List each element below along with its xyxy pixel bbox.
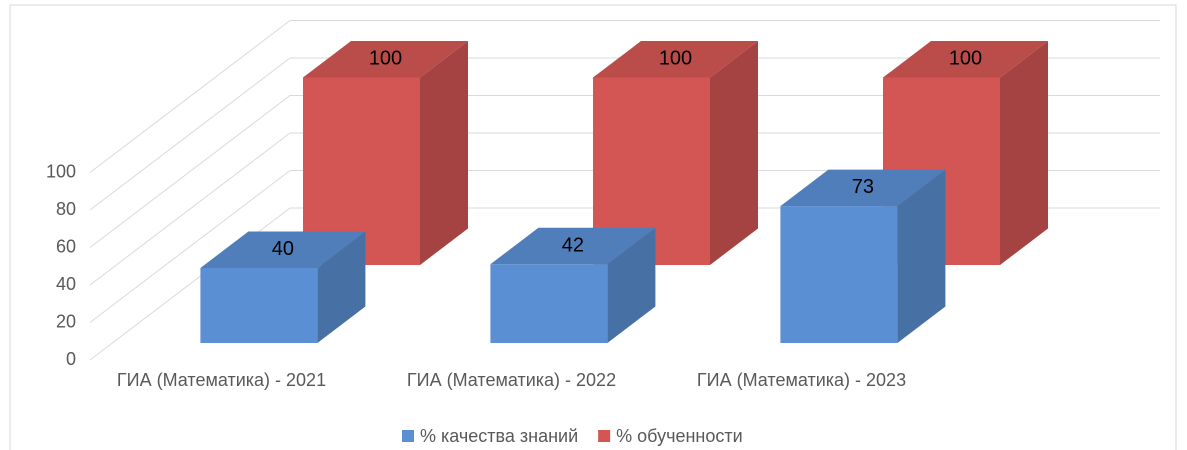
legend-swatch (402, 430, 414, 442)
data-label: 100 (949, 48, 982, 70)
bar (200, 267, 318, 343)
legend-label: % обученности (616, 426, 743, 446)
data-label: 73 (852, 176, 874, 198)
grid-line (89, 20, 291, 173)
grid-line (89, 170, 291, 323)
bar-side (897, 169, 946, 343)
y-tick-label: 0 (66, 349, 76, 369)
y-tick-label: 100 (46, 161, 76, 181)
grid-line (89, 57, 291, 211)
legend-label: % качества знаний (420, 426, 578, 446)
bar-side (710, 41, 758, 265)
bar-side (420, 41, 468, 265)
y-tick-label: 80 (56, 199, 76, 219)
bar (490, 264, 608, 343)
grid-line (89, 95, 291, 248)
grid-line (89, 132, 291, 286)
bar-top (200, 231, 366, 268)
bar-top (780, 169, 946, 207)
bar-side (1000, 41, 1048, 265)
bar-side (607, 227, 656, 343)
bar-side (317, 231, 366, 343)
legend-swatch (598, 430, 611, 442)
data-label: 100 (369, 48, 402, 70)
data-label: 40 (272, 238, 294, 260)
data-label: 100 (659, 48, 692, 70)
bar-top (490, 227, 656, 265)
y-tick-label: 60 (56, 236, 76, 256)
x-tick-label: ГИА (Математика) - 2022 (407, 370, 616, 390)
bar-top (883, 41, 1048, 78)
y-tick-label: 40 (56, 274, 76, 294)
bar-top (303, 41, 468, 78)
x-tick-label: ГИА (Математика) - 2021 (117, 370, 326, 390)
chart-border (9, 4, 1177, 450)
y-tick-label: 20 (56, 311, 76, 331)
bar-top (593, 41, 758, 78)
data-label: 42 (562, 234, 584, 256)
bar (780, 206, 898, 343)
x-tick-label: ГИА (Математика) - 2023 (697, 370, 906, 390)
